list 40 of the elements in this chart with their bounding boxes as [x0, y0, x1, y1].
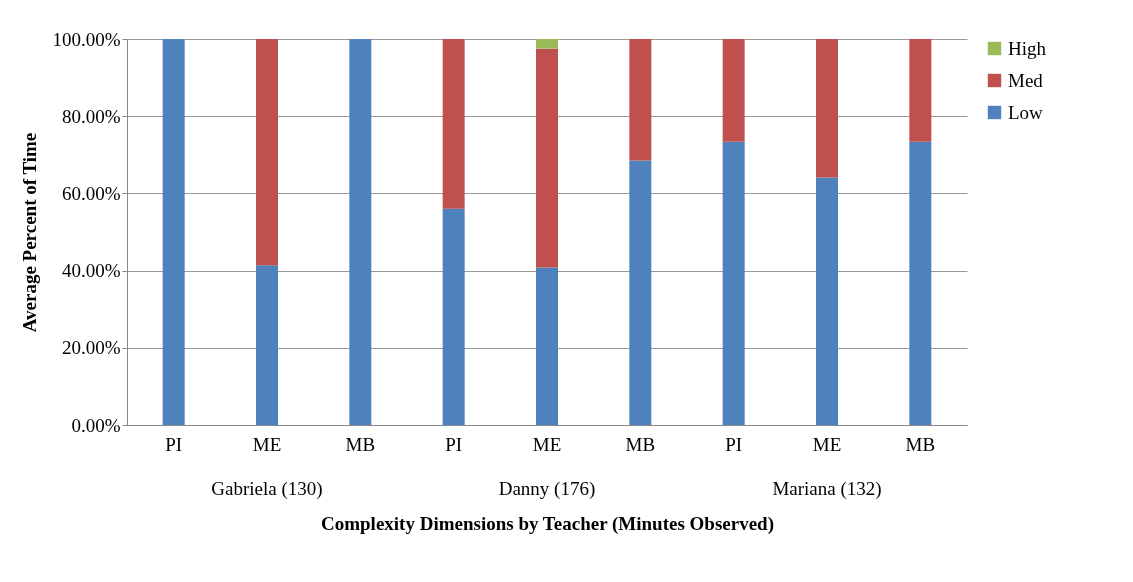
legend-label: Med — [1008, 69, 1044, 91]
bar — [816, 177, 838, 425]
x-tick-label: ME — [252, 433, 282, 455]
bar — [536, 267, 558, 425]
y-tick-label: 80.00% — [61, 105, 121, 127]
y-tick-label: 20.00% — [61, 337, 121, 359]
bar — [536, 39, 558, 49]
y-tick-label: 100.00% — [52, 28, 121, 50]
bar — [256, 39, 278, 266]
x-tick-label: ME — [812, 433, 842, 455]
x-tick-label: MB — [345, 433, 376, 455]
y-tick-label: 0.00% — [71, 414, 121, 436]
bar — [629, 160, 652, 425]
x-tick-label: PI — [445, 433, 463, 455]
bar — [722, 141, 745, 425]
x-tick-label: PI — [165, 433, 183, 455]
y-tick-label: 60.00% — [61, 182, 121, 204]
x-tick-label: ME — [532, 433, 562, 455]
bar — [816, 39, 838, 178]
x-tick-label: MB — [625, 433, 656, 455]
y-tick-label: 40.00% — [61, 260, 121, 282]
bar — [349, 39, 372, 425]
bar — [722, 39, 745, 142]
bar — [256, 265, 278, 425]
bar — [909, 141, 932, 425]
text: Gabriela (130) — [211, 478, 323, 500]
bar — [162, 39, 185, 425]
text: Mariana (132) — [772, 478, 882, 500]
x-tick-label: MB — [905, 433, 936, 455]
bar — [442, 208, 465, 425]
x-axis-title: Complexity Dimensions by Teacher (Minutes Observed) — [320, 512, 775, 535]
bar — [909, 39, 932, 142]
bar — [536, 48, 558, 268]
bar — [442, 39, 465, 209]
legend-label: High — [1008, 37, 1047, 59]
y-axis-title: Average Percent of Time — [19, 132, 41, 333]
bar — [629, 39, 652, 161]
text: Danny (176) — [498, 478, 596, 500]
legend-label: Low — [1008, 101, 1044, 123]
x-tick-label: PI — [725, 433, 743, 455]
